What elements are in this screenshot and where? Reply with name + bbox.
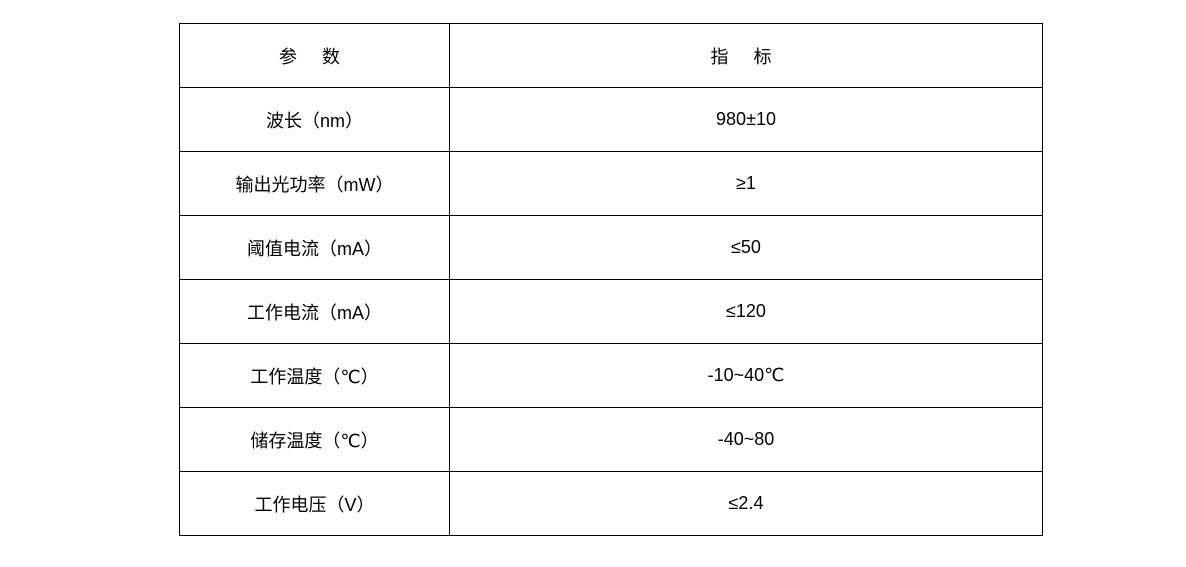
parameter-cell: 输出光功率（mW） — [179, 151, 450, 216]
parameter-cell: 工作电压（V） — [179, 471, 450, 536]
value-cell: ≤2.4 — [449, 471, 1043, 536]
header-value: 指 标 — [449, 23, 1043, 88]
parameter-cell: 阈值电流（mA） — [179, 215, 450, 280]
table-row: 工作电流（mA） ≤120 — [179, 279, 1043, 344]
value-cell: -10~40℃ — [449, 343, 1043, 408]
value-cell: ≥1 — [449, 151, 1043, 216]
table-row: 工作温度（℃） -10~40℃ — [179, 343, 1043, 408]
table-row: 阈值电流（mA） ≤50 — [179, 215, 1043, 280]
table-row: 波长（nm） 980±10 — [179, 87, 1043, 152]
table-row: 储存温度（℃） -40~80 — [179, 407, 1043, 472]
parameter-cell: 储存温度（℃） — [179, 407, 450, 472]
spec-table: 参 数 指 标 波长（nm） 980±10 输出光功率（mW） ≥1 阈值电流（mA） ≤… — [179, 23, 1043, 536]
parameter-cell: 波长（nm） — [179, 87, 450, 152]
header-parameter: 参 数 — [179, 23, 450, 88]
table-header-row: 参 数 指 标 — [179, 23, 1043, 88]
value-cell: 980±10 — [449, 87, 1043, 152]
table-row: 输出光功率（mW） ≥1 — [179, 151, 1043, 216]
parameter-cell: 工作电流（mA） — [179, 279, 450, 344]
value-cell: ≤50 — [449, 215, 1043, 280]
value-cell: -40~80 — [449, 407, 1043, 472]
value-cell: ≤120 — [449, 279, 1043, 344]
parameter-cell: 工作温度（℃） — [179, 343, 450, 408]
table-row: 工作电压（V） ≤2.4 — [179, 471, 1043, 536]
